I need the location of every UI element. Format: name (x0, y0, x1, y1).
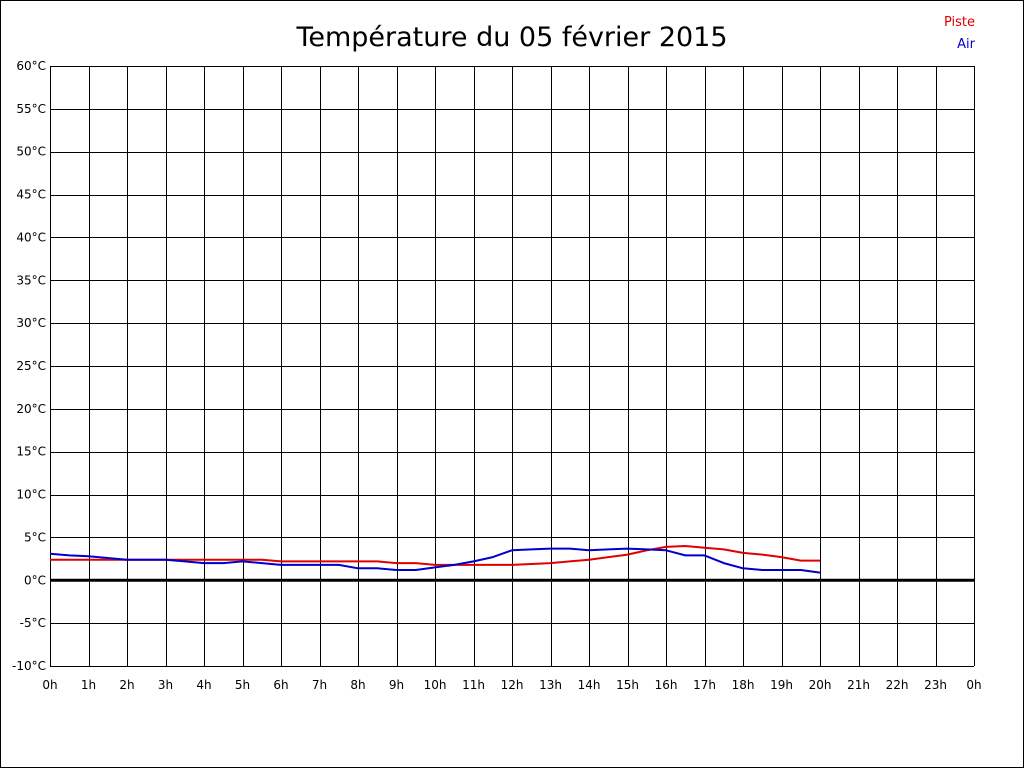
x-tick-label: 3h (158, 678, 173, 692)
x-tick-label: 0h (966, 678, 981, 692)
x-tick-label: 5h (235, 678, 250, 692)
x-tick-label: 19h (770, 678, 793, 692)
x-tick-label: 21h (847, 678, 870, 692)
x-tick-label: 8h (350, 678, 365, 692)
chart-title: Température du 05 février 2015 (295, 22, 727, 53)
series-line-air (49, 547, 821, 574)
x-tick-label: 13h (539, 678, 562, 692)
legend-item-air: Air (957, 37, 976, 52)
y-tick-label: 10°C (16, 488, 46, 502)
x-tick-label: 12h (501, 678, 524, 692)
grid (50, 66, 975, 667)
y-tick-label: -5°C (20, 616, 46, 630)
y-tick-label: 5°C (24, 530, 46, 544)
x-tick-label: 4h (196, 678, 211, 692)
y-tick-label: 40°C (16, 230, 46, 244)
series-line-piste (50, 545, 820, 566)
y-tick-label: 50°C (16, 145, 46, 159)
x-tick-label: 11h (462, 678, 485, 692)
x-tick-label: 9h (389, 678, 404, 692)
x-tick-label: 7h (312, 678, 327, 692)
x-tick-label: 17h (693, 678, 716, 692)
y-tick-label: 0°C (24, 573, 46, 587)
y-tick-label: 55°C (16, 102, 46, 116)
y-tick-label: 25°C (16, 359, 46, 373)
y-tick-label: 20°C (16, 402, 46, 416)
x-tick-label: 0h (42, 678, 57, 692)
x-tick-label: 18h (732, 678, 755, 692)
x-tick-label: 6h (273, 678, 288, 692)
y-tick-label: 15°C (16, 445, 46, 459)
legend-item-piste: Piste (944, 15, 975, 30)
x-tick-label: 22h (886, 678, 909, 692)
x-tick-label: 16h (655, 678, 678, 692)
legend: Piste Air (944, 15, 976, 52)
x-tick-label: 20h (809, 678, 832, 692)
x-tick-label: 14h (578, 678, 601, 692)
x-tick-label: 1h (81, 678, 96, 692)
x-axis-ticks: 0h 1h 2h 3h 4h 5h 6h 7h 8h 9h 10h 11h 12h 13h 14h 15h 16… (42, 678, 981, 692)
y-tick-label: -10°C (12, 659, 46, 673)
x-tick-label: 2h (119, 678, 134, 692)
x-tick-label: 15h (616, 678, 639, 692)
series-lines (49, 545, 821, 574)
x-tick-label: 23h (924, 678, 947, 692)
y-axis-ticks: -10°C -5°C 0°C 5°C 10°C 15°C 20°C 25°C 30°C 35°C 4… (12, 59, 46, 673)
x-tick-label: 10h (424, 678, 447, 692)
y-tick-label: 35°C (16, 273, 46, 287)
y-tick-label: 60°C (16, 59, 46, 73)
y-tick-label: 45°C (16, 188, 46, 202)
y-tick-label: 30°C (16, 316, 46, 330)
